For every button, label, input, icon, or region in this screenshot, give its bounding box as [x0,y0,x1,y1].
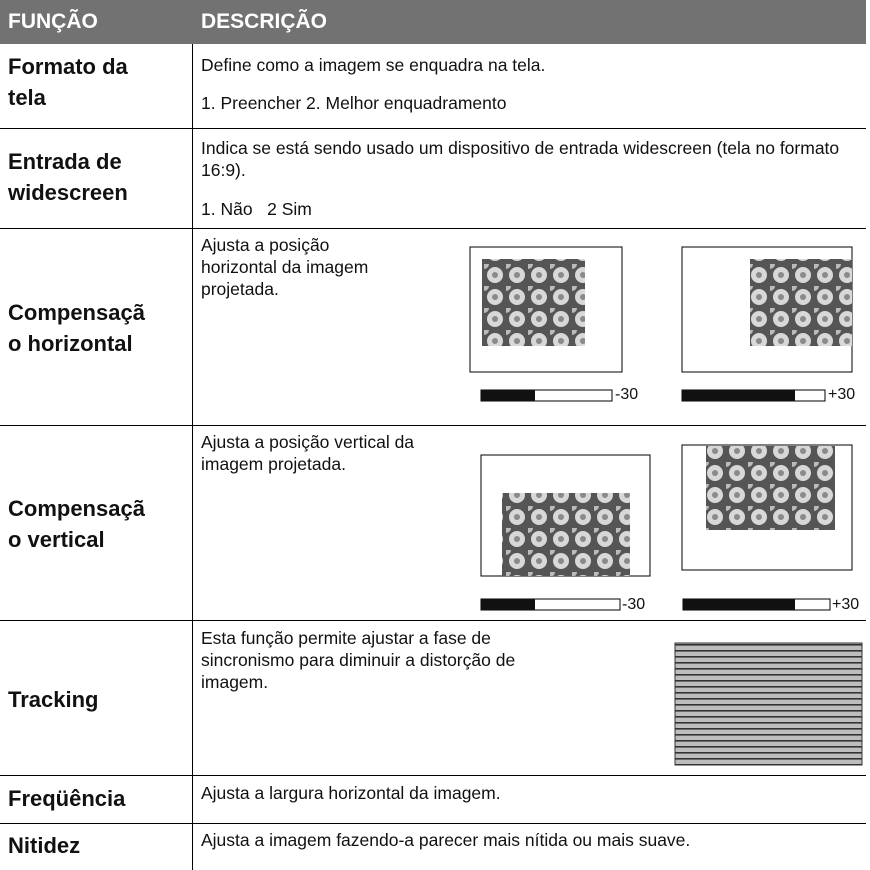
row-divider [0,775,866,776]
image [750,259,852,346]
slider-label: -30 [615,386,639,403]
header-cell: DESCRIÇÃO [201,10,328,33]
function: Tracking [8,684,98,715]
header-bar [0,0,866,44]
line: Freqüência [8,786,126,811]
line: Compensaçã [8,300,145,325]
description: Esta função permite ajustar a fase de si… [201,628,516,692]
description: Ajusta a imagem fazendo-a parecer mais n… [201,830,691,850]
line: Formato da [8,54,128,79]
row-divider [0,620,866,621]
function: Freqüência [8,783,125,814]
function: Formato da tela [8,51,128,113]
row-divider [0,425,866,426]
tracking-image [674,642,863,766]
image [706,446,835,530]
header-cell: FUNÇÃO [8,10,98,33]
slider-fill [481,390,535,401]
description: 1. Não 2 Sim [201,199,312,219]
slider-label: +30 [828,386,856,403]
description: Define como a imagem se enquadra na tela… [201,55,546,75]
line: o horizontal [8,331,133,356]
line: Entrada de [8,149,122,174]
description: Ajusta a posição vertical da imagem proj… [201,432,415,474]
description: Ajusta a largura horizontal da imagem. [201,783,501,803]
line: Tracking [8,687,99,712]
line: tela [8,85,46,110]
slider-label: -30 [622,596,646,613]
description: Ajusta a posição horizontal da imagem pr… [201,235,369,299]
line: Nitidez [8,833,81,858]
image [502,493,630,576]
row-divider [0,823,866,824]
slider-fill [481,599,535,610]
slider-label: +30 [832,596,860,613]
slider-fill [682,390,795,401]
description: 1. Preencher 2. Melhor enquadramento [201,93,507,113]
image [482,259,585,346]
function: Compensaçã o horizontal [8,297,145,359]
function: Entrada de widescreen [8,146,128,208]
row-divider [0,128,866,129]
line: Compensaçã [8,496,145,521]
slider-fill [683,599,795,610]
description: Indica se está sendo usado um dispositiv… [201,138,840,180]
function: Compensaçã o vertical [8,493,145,555]
row-divider [0,228,866,229]
function: Nitidez [8,830,80,861]
line: widescreen [8,180,128,205]
line: o vertical [8,527,105,552]
column-divider [192,44,193,870]
